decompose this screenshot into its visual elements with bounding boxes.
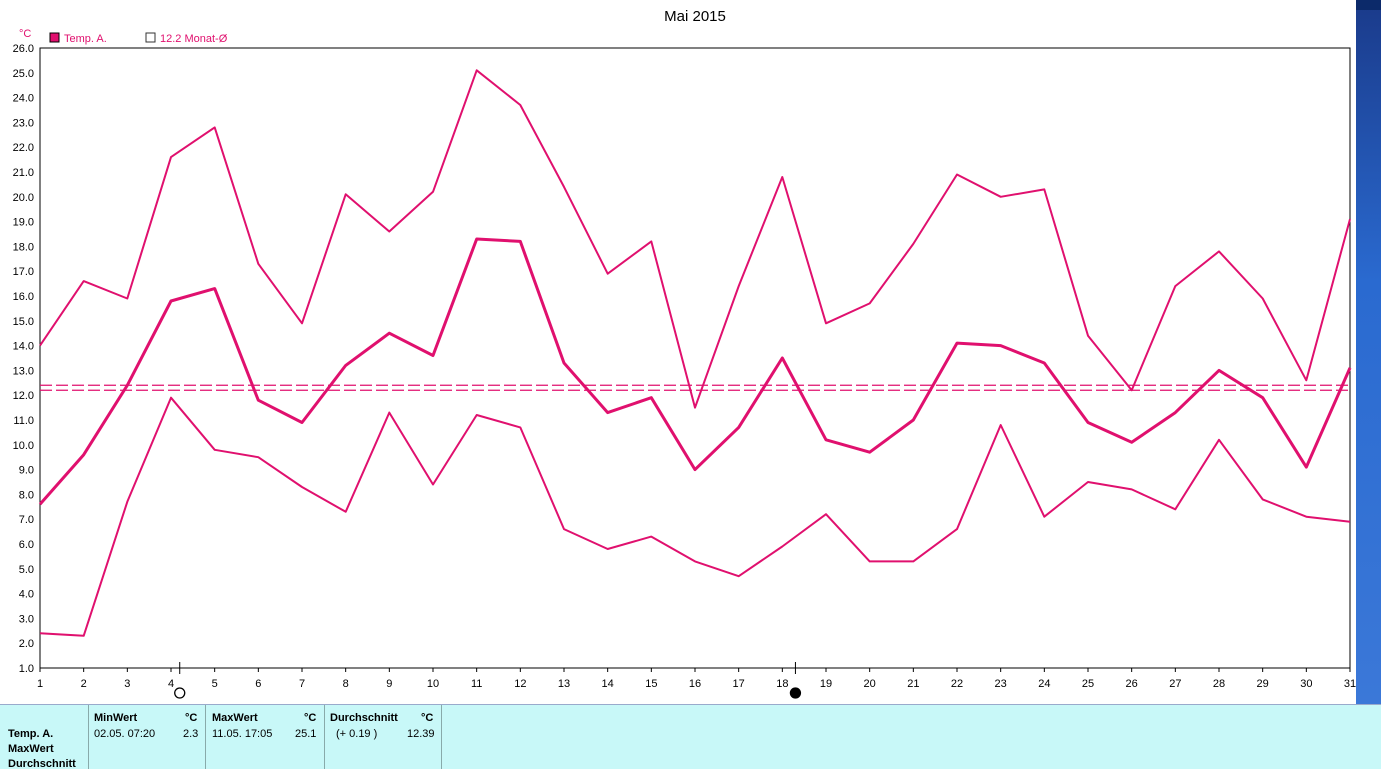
y-tick-label: 6.0 (19, 539, 34, 551)
window-edge (1356, 0, 1381, 704)
x-tick-label: 30 (1300, 678, 1312, 690)
x-tick-label: 1 (37, 678, 43, 690)
series-line-min (39, 396, 1351, 637)
x-tick-label: 10 (427, 678, 439, 690)
x-tick-label: 16 (689, 678, 701, 690)
x-tick-label: 19 (820, 678, 832, 690)
x-tick-label: 8 (343, 678, 349, 690)
y-tick-label: 21.0 (13, 167, 34, 179)
y-tick-label: 1.0 (19, 663, 34, 675)
min-value: 2.3 (183, 728, 199, 740)
x-tick-label: 21 (907, 678, 919, 690)
max-value: 25.1 (295, 728, 317, 740)
avg-value: 12.39 (407, 728, 435, 740)
x-tick-label: 5 (212, 678, 218, 690)
y-tick-label: 15.0 (13, 316, 34, 328)
x-tick-label: 22 (951, 678, 963, 690)
labels: 1.0 2.0 3.0 4.0 5.0 6.0 7.0 8.0 9.0 10.0 11.0 12.0 1… (13, 8, 1356, 699)
y-tick-label: 17.0 (13, 266, 34, 278)
x-tick-label: 27 (1169, 678, 1181, 690)
new-moon-icon (789, 687, 802, 699)
row-label-max: MaxWert (8, 743, 54, 755)
x-tick-label: 18 (776, 678, 788, 690)
x-tick-label: 17 (733, 678, 745, 690)
y-tick-label: 7.0 (19, 514, 34, 526)
min-header: MinWert (94, 712, 138, 724)
y-tick-label: 18.0 (13, 241, 34, 253)
plot-frame (39, 47, 1351, 669)
axes (39, 47, 1351, 674)
temperature-chart: 1.0 2.0 3.0 4.0 5.0 6.0 7.0 8.0 9.0 10.0 11.0 12.0 1… (13, 8, 1356, 699)
avg-unit: °C (421, 712, 434, 724)
max-date: 11.05. 17:05 (212, 728, 273, 740)
x-tick-label: 7 (299, 678, 305, 690)
y-tick-label: 22.0 (13, 142, 34, 154)
stats-min-column: MinWert °C 02.05. 07:20 2.3 (89, 705, 206, 769)
y-tick-label: 23.0 (13, 117, 34, 129)
max-header: MaxWert (212, 712, 258, 724)
x-tick-label: 31 (1344, 678, 1356, 690)
max-unit: °C (304, 712, 317, 724)
legend-swatch (145, 32, 156, 43)
y-tick-label: 16.0 (13, 291, 34, 303)
x-tick-label: 2 (81, 678, 87, 690)
x-tick-label: 28 (1213, 678, 1225, 690)
y-tick-label: 3.0 (19, 613, 34, 625)
legend-label: 12.2 Monat-Ø (160, 33, 228, 45)
x-tick-label: 29 (1257, 678, 1269, 690)
y-tick-label: 26.0 (13, 43, 34, 55)
y-tick-label: 8.0 (19, 489, 34, 501)
x-tick-label: 24 (1038, 678, 1050, 690)
x-tick-label: 23 (995, 678, 1007, 690)
y-tick-label: 10.0 (13, 440, 34, 452)
y-tick-label: 13.0 (13, 365, 34, 377)
series (38, 69, 1352, 637)
chart-title: Mai 2015 (664, 8, 726, 25)
x-tick-label: 12 (514, 678, 526, 690)
x-tick-label: 4 (168, 678, 174, 690)
legend-label: Temp. A. (64, 33, 107, 45)
min-unit: °C (185, 712, 198, 724)
y-tick-label: 9.0 (19, 465, 34, 477)
y-tick-label: 2.0 (19, 638, 34, 650)
x-tick-label: 26 (1126, 678, 1138, 690)
y-tick-label: 24.0 (13, 93, 34, 105)
legend-swatch (49, 32, 60, 43)
stats-max-column: MaxWert °C 11.05. 17:05 25.1 (206, 705, 325, 769)
y-tick-label: 20.0 (13, 192, 34, 204)
x-tick-label: 13 (558, 678, 570, 690)
full-moon-icon (174, 687, 186, 699)
x-tick-label: 15 (645, 678, 657, 690)
y-tick-label: 19.0 (13, 217, 34, 229)
avg-header: Durchschnitt (330, 712, 398, 724)
x-tick-label: 11 (471, 678, 482, 690)
y-tick-label: 25.0 (13, 68, 34, 80)
avg-delta: (+ 0.19 ) (336, 728, 378, 740)
series-line-max (39, 69, 1351, 409)
x-tick-label: 25 (1082, 678, 1094, 690)
x-tick-label: 14 (602, 678, 614, 690)
y-tick-label: 4.0 (19, 589, 34, 601)
row-label-temp: Temp. A. (8, 728, 54, 740)
series-line-mean (38, 237, 1352, 506)
y-tick-label: 11.0 (13, 415, 34, 427)
stats-avg-column: Durchschnitt °C (+ 0.19 ) 12.39 (325, 705, 442, 769)
y-unit-label: °C (19, 28, 31, 40)
y-tick-label: 14.0 (13, 341, 34, 353)
row-label-avg: Durchschnitt (8, 758, 76, 770)
x-tick-label: 6 (255, 678, 261, 690)
y-tick-label: 12.0 (13, 390, 34, 402)
stats-panel: Temp. A. MaxWert Durchschnitt MinWert °C… (0, 704, 1381, 770)
min-date: 02.05. 07:20 (94, 728, 156, 740)
y-tick-label: 5.0 (19, 564, 34, 576)
stats-row-labels: Temp. A. MaxWert Durchschnitt (0, 705, 89, 770)
x-tick-label: 20 (864, 678, 876, 690)
x-tick-label: 3 (124, 678, 130, 690)
x-tick-label: 9 (386, 678, 392, 690)
